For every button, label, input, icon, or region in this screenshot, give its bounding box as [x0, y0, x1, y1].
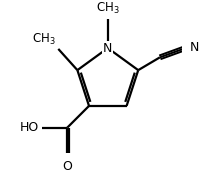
Text: O: O — [62, 160, 72, 173]
Text: CH$_3$: CH$_3$ — [32, 31, 56, 47]
Text: N: N — [103, 42, 112, 54]
Text: CH$_3$: CH$_3$ — [96, 1, 120, 16]
Text: N: N — [190, 42, 199, 54]
Text: HO: HO — [19, 121, 39, 134]
